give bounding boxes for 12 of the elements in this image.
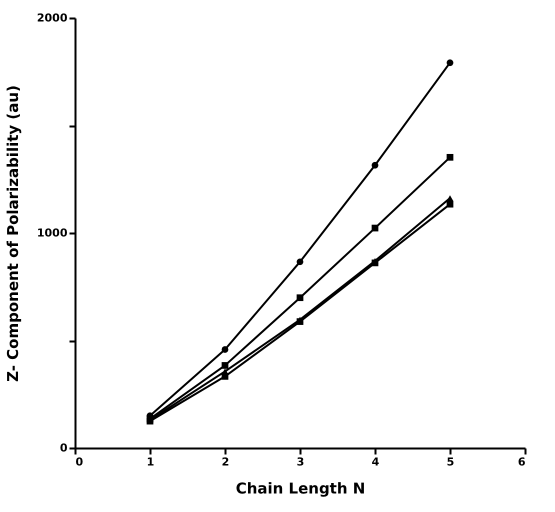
y-tick-label: 1000 bbox=[36, 226, 68, 240]
x-tick-label: 3 bbox=[296, 456, 304, 468]
y-tick-label: 2000 bbox=[36, 12, 68, 24]
x-axis-title: Chain Length N bbox=[236, 480, 366, 498]
y-tick-label: 0 bbox=[60, 442, 68, 454]
x-tick-label: 1 bbox=[146, 456, 154, 468]
x-tick-label: 0 bbox=[76, 456, 84, 468]
x-tick-label: 5 bbox=[446, 456, 454, 468]
x-tick-label: 4 bbox=[372, 456, 380, 468]
x-tick-label: 6 bbox=[518, 456, 526, 468]
x-tick-label: 2 bbox=[222, 456, 230, 468]
y-axis-title: Z- Component of Polarizability (au) bbox=[4, 85, 22, 382]
